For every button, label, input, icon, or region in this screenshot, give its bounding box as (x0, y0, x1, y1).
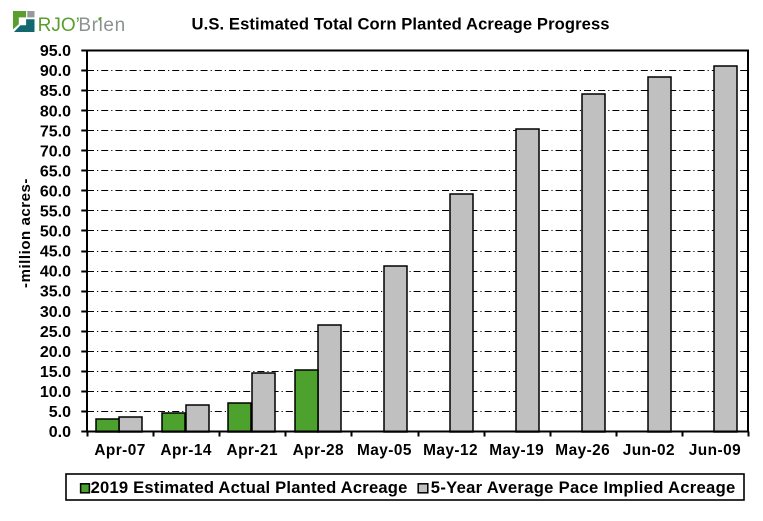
svg-text:90.0: 90.0 (40, 63, 71, 80)
svg-text:Apr-14: Apr-14 (160, 442, 211, 459)
svg-text:-million acres-: -million acres- (17, 178, 34, 288)
svg-text:25.0: 25.0 (40, 324, 71, 341)
svg-text:May-19: May-19 (489, 442, 544, 459)
svg-text:70.0: 70.0 (40, 143, 71, 160)
svg-text:Apr-28: Apr-28 (293, 442, 344, 459)
svg-text:5.0: 5.0 (49, 404, 71, 421)
svg-text:45.0: 45.0 (40, 244, 71, 261)
svg-text:50.0: 50.0 (40, 224, 71, 241)
svg-text:Jun-02: Jun-02 (623, 442, 675, 459)
svg-text:30.0: 30.0 (40, 304, 71, 321)
svg-text:75.0: 75.0 (40, 123, 71, 140)
svg-text:40.0: 40.0 (40, 264, 71, 281)
svg-text:Jun-09: Jun-09 (689, 442, 741, 459)
svg-text:95.0: 95.0 (40, 43, 71, 60)
svg-text:Apr-07: Apr-07 (94, 442, 145, 459)
svg-text:35.0: 35.0 (40, 284, 71, 301)
svg-text:Apr-21: Apr-21 (227, 442, 278, 459)
svg-text:15.0: 15.0 (40, 364, 71, 381)
svg-text:80.0: 80.0 (40, 103, 71, 120)
svg-text:55.0: 55.0 (40, 204, 71, 221)
svg-text:60.0: 60.0 (40, 183, 71, 200)
svg-text:May-26: May-26 (555, 442, 610, 459)
svg-text:2019 Estimated Actual Planted: 2019 Estimated Actual Planted Acreage (91, 478, 408, 497)
svg-text:0.0: 0.0 (49, 424, 71, 441)
svg-text:65.0: 65.0 (40, 163, 71, 180)
svg-text:RJO’: RJO’ (38, 15, 80, 36)
svg-text:5-Year Average Pace Implied Ac: 5-Year Average Pace Implied Acreage (431, 478, 736, 497)
svg-text:10.0: 10.0 (40, 384, 71, 401)
svg-text:May-12: May-12 (423, 442, 478, 459)
svg-text:U.S. Estimated Total Corn Plan: U.S. Estimated Total Corn Planted Acreag… (192, 14, 610, 33)
svg-text:85.0: 85.0 (40, 83, 71, 100)
svg-text:20.0: 20.0 (40, 344, 71, 361)
svg-text:Brien: Brien (78, 15, 125, 36)
svg-text:May-05: May-05 (357, 442, 412, 459)
